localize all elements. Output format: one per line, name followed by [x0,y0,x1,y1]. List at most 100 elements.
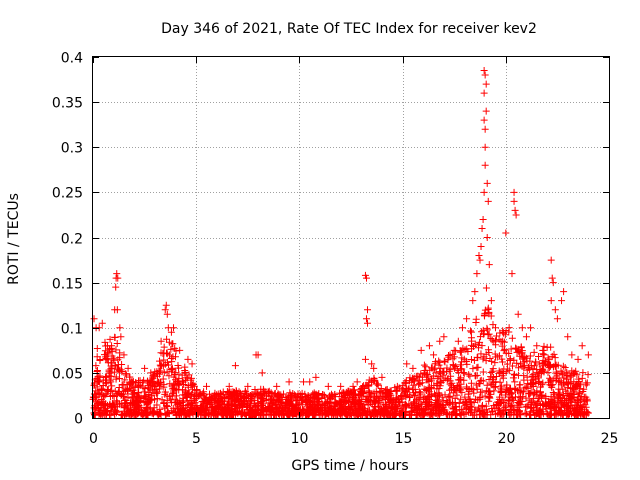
data-point [486,355,494,363]
data-point [141,364,149,372]
data-point [446,386,454,394]
data-point [461,393,469,401]
data-point [160,400,168,408]
data-point [202,395,210,403]
data-point [561,364,569,372]
data-point [252,389,260,397]
data-point [141,392,149,400]
data-point [110,409,118,417]
data-point [501,346,509,354]
data-point [540,342,548,350]
data-point [548,383,556,391]
data-point [182,390,190,398]
data-point [110,368,118,376]
data-point [420,369,428,377]
data-point [514,310,522,318]
data-point [353,407,361,415]
data-point [353,378,361,386]
data-point [106,400,114,408]
data-point [471,288,479,296]
data-point [111,334,119,342]
data-point [510,197,518,205]
data-point [521,409,529,417]
data-point [518,397,526,405]
data-point [116,324,124,332]
data-point [482,107,490,115]
data-point [149,410,157,418]
data-point [495,367,503,375]
data-point [506,355,514,363]
data-point [335,402,343,410]
data-point [319,410,327,418]
data-point [473,270,481,278]
data-point [479,401,486,409]
data-point [450,346,458,354]
data-point [197,405,205,413]
data-point [106,376,114,384]
data-point [401,388,409,396]
data-point [445,400,453,408]
data-point [580,397,588,405]
data-point [118,381,126,389]
data-point [319,391,327,399]
data-point [535,377,543,385]
data-point [277,398,285,406]
data-point [579,369,587,377]
data-point [482,357,490,365]
data-point [327,411,335,419]
data-point [92,394,100,402]
data-point [407,408,415,416]
data-point [362,274,370,282]
data-point [167,345,175,353]
data-point [559,362,567,370]
data-point [499,327,507,335]
data-point [481,125,489,133]
data-point [312,399,320,407]
data-point [120,392,128,400]
data-point [131,390,139,398]
data-point [211,402,219,410]
data-point [167,355,175,363]
data-point [505,349,513,357]
data-point [163,397,171,405]
data-point [532,358,540,366]
data-point [536,392,544,400]
data-point [106,393,114,401]
data-point [469,297,477,305]
data-point [568,351,576,359]
data-point [178,408,186,416]
data-point [431,404,439,412]
data-point [398,406,406,414]
data-point [182,374,190,382]
data-point [332,399,340,407]
data-point [299,409,307,417]
data-point [169,324,177,332]
data-point [557,367,565,375]
data-point [532,401,540,409]
data-point [488,367,496,375]
data-point [402,379,410,387]
data-point [381,410,389,418]
data-point [419,410,427,418]
data-point [205,410,213,418]
data-point [107,378,115,386]
data-point [143,408,151,416]
chart-title: Day 346 of 2021, Rate Of TEC Index for r… [161,21,537,37]
data-point [219,388,227,396]
data-point [527,324,535,332]
data-point [243,395,251,403]
data-point [93,344,101,352]
data-point [156,361,164,369]
data-point [128,394,136,402]
data-point [539,357,547,365]
data-point [488,357,496,365]
data-point [116,375,124,383]
x-tick-label: 20 [498,431,516,447]
data-point [292,397,300,405]
data-point [496,399,504,407]
data-point [458,358,466,366]
data-point [531,399,539,407]
data-point [189,386,197,394]
data-point [473,364,481,372]
data-point [172,398,180,406]
